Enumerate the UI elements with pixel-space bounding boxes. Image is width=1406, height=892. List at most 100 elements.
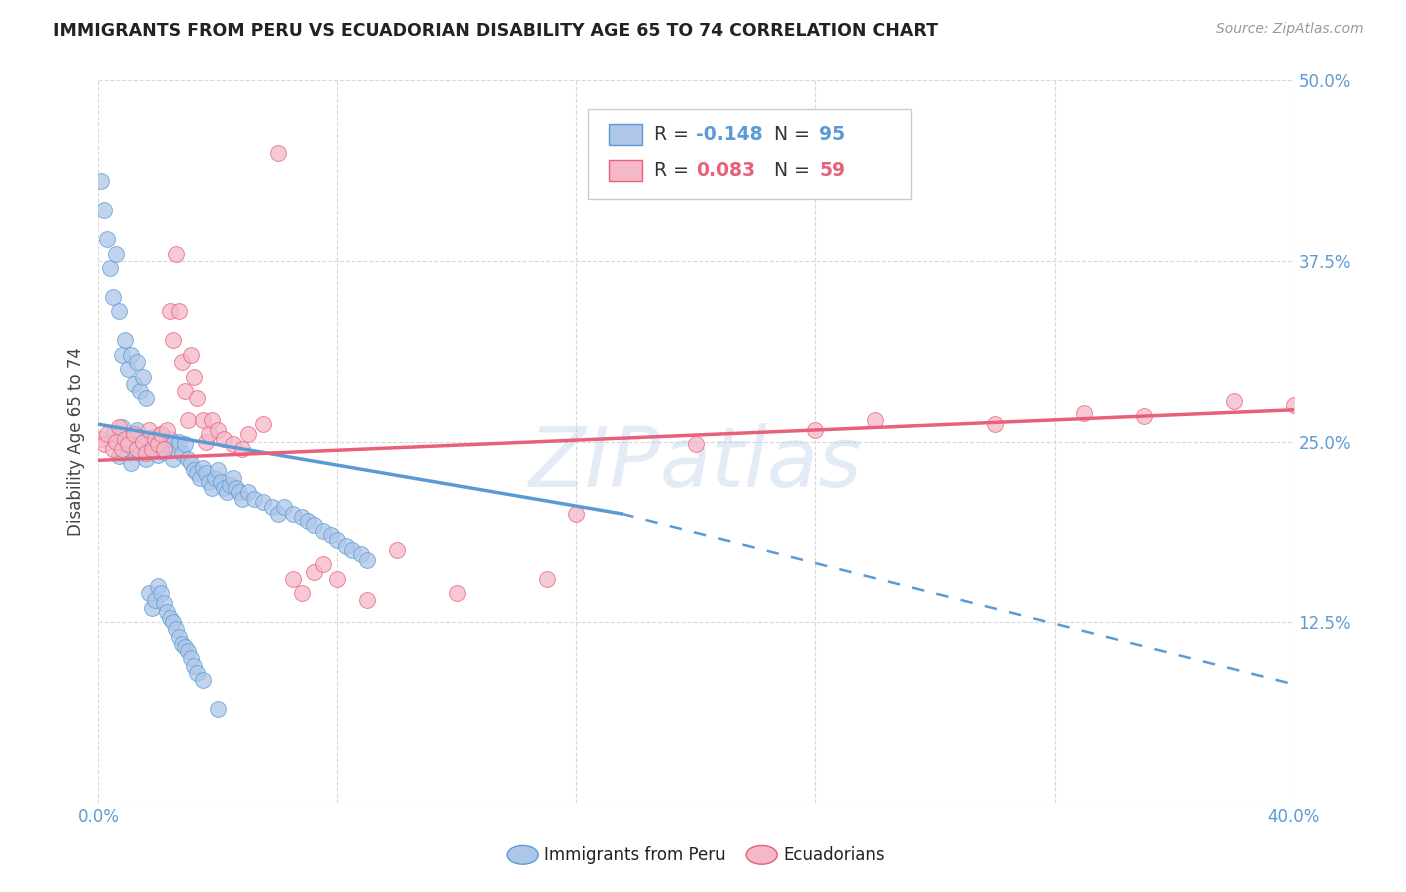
Point [108,420,131,434]
Point [291,586,314,600]
Point [1282,398,1305,412]
Point [174,384,197,398]
Point [156,437,179,451]
Point [311,524,333,538]
Point [804,423,827,437]
Point [135,451,157,466]
Point [148,448,170,462]
Point [356,553,378,567]
Text: N =: N = [773,161,815,180]
Point [207,702,229,716]
FancyBboxPatch shape [589,109,911,200]
Point [111,348,134,362]
Point [191,673,214,687]
Text: -0.148: -0.148 [696,125,762,144]
Point [252,495,274,509]
Y-axis label: Disability Age 65 to 74: Disability Age 65 to 74 [66,347,84,536]
Point [212,481,235,495]
Point [177,413,200,427]
Point [198,475,221,489]
Point [536,572,558,586]
Point [209,475,232,489]
Point [167,304,190,318]
Point [174,640,197,654]
Point [231,442,253,456]
Point [350,547,373,561]
Point [129,384,152,398]
Point [135,446,157,460]
Point [183,463,205,477]
Point [138,586,160,600]
Text: R =: R = [654,161,695,180]
Point [124,443,146,458]
Point [865,413,887,427]
Point [195,467,218,481]
Point [1223,394,1246,409]
Point [342,542,364,557]
Point [150,427,173,442]
Point [138,442,160,456]
Point [219,478,242,492]
Point [96,427,118,442]
Point [222,437,245,451]
Point [93,437,115,451]
Point [212,432,235,446]
Circle shape [508,846,538,864]
Point [153,444,176,458]
Point [148,437,170,451]
Point [311,558,333,572]
Point [267,507,290,521]
Point [117,362,139,376]
Point [201,481,224,495]
Point [243,492,266,507]
Point [326,533,349,547]
Point [321,528,343,542]
Point [291,509,314,524]
Point [148,579,170,593]
Text: 59: 59 [820,161,845,180]
Text: Immigrants from Peru: Immigrants from Peru [544,846,725,863]
Point [117,437,139,451]
Point [177,451,200,466]
Point [326,572,349,586]
Point [150,427,173,442]
Point [302,518,325,533]
Point [236,485,259,500]
Point [143,439,166,453]
Point [1133,409,1156,423]
Text: 95: 95 [820,125,845,144]
Point [114,432,136,446]
Point [191,413,214,427]
Point [297,514,319,528]
Point [207,463,229,477]
Point [159,304,181,318]
Point [108,304,131,318]
Point [165,623,187,637]
Point [177,644,200,658]
Point [180,456,202,470]
Point [105,434,128,449]
Point [198,427,221,442]
Point [124,376,146,391]
Text: Source: ZipAtlas.com: Source: ZipAtlas.com [1216,22,1364,37]
Point [236,427,259,442]
Text: 0.083: 0.083 [696,161,755,180]
Point [141,600,163,615]
Point [108,449,131,463]
Point [165,246,187,260]
Point [111,420,134,434]
Point [385,542,409,557]
Point [302,565,325,579]
Point [174,437,197,451]
FancyBboxPatch shape [609,124,643,145]
Text: R =: R = [654,125,695,144]
Point [127,355,149,369]
Point [183,658,205,673]
Point [204,470,226,484]
Point [114,334,136,348]
Point [153,596,176,610]
Point [120,456,142,470]
Point [127,442,149,456]
Point [103,442,125,456]
Point [685,437,707,451]
